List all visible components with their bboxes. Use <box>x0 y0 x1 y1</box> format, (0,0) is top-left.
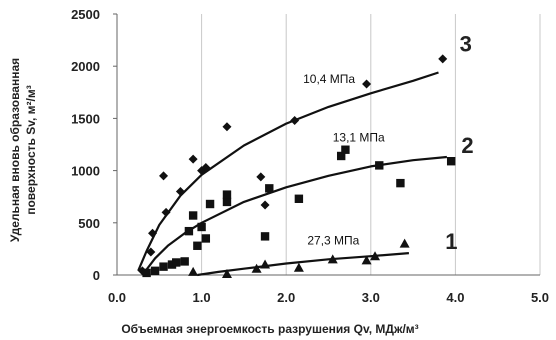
point-diamond-3-12 <box>290 115 300 125</box>
point-triangle-1-0 <box>188 266 199 276</box>
y-axis-label-line-2: поверхность Sv, м²/м³ <box>24 85 38 215</box>
y-tick-label-1: 500 <box>78 216 100 231</box>
y-tick-label-5: 2500 <box>71 7 100 22</box>
x-tick-label-5: 5.0 <box>531 290 549 305</box>
point-square-2-8 <box>193 241 202 250</box>
point-diamond-3-11 <box>260 200 270 210</box>
annotation-curve-2: 13,1 МПа <box>333 130 385 144</box>
point-diamond-3-3 <box>159 171 169 181</box>
point-square-2-17 <box>336 151 346 161</box>
point-square-2-14 <box>260 232 270 241</box>
curve-label-3: 3 <box>460 32 472 57</box>
point-diamond-3-8 <box>201 162 211 172</box>
point-square-2-6 <box>184 226 194 236</box>
annotation-curve-3: 10,4 МПа <box>303 72 355 86</box>
point-square-2-21 <box>446 157 456 166</box>
point-triangle-1-8 <box>399 238 410 248</box>
point-square-2-13 <box>222 190 232 199</box>
point-square-2-4 <box>172 258 181 267</box>
y-axis-label-line-1: Удельная вновь образованная <box>8 58 22 242</box>
fit-curve-1 <box>197 252 409 277</box>
x-axis-label: Объемная энергоемкость разрушения Qv, МД… <box>121 322 418 336</box>
point-triangle-1-6 <box>361 255 372 265</box>
point-diamond-3-2 <box>148 228 158 238</box>
point-square-2-10 <box>201 234 211 243</box>
point-diamond-3-4 <box>161 207 171 217</box>
point-diamond-3-10 <box>256 172 266 182</box>
point-triangle-1-5 <box>327 254 338 264</box>
point-square-2-18 <box>341 145 350 154</box>
point-triangle-1-4 <box>293 262 304 272</box>
y-tick-label-2: 1000 <box>71 164 100 179</box>
point-diamond-3-13 <box>362 79 372 89</box>
point-square-2-19 <box>375 161 384 170</box>
fit-curve-2 <box>141 155 448 276</box>
point-square-2-1 <box>150 266 160 276</box>
point-square-2-3 <box>167 260 177 269</box>
point-triangle-1-3 <box>260 259 271 269</box>
curve-label-1: 1 <box>445 229 457 254</box>
y-tick-label-4: 2000 <box>71 59 100 74</box>
axes <box>113 13 540 276</box>
y-tick-label-0: 0 <box>93 268 100 283</box>
point-square-2-11 <box>205 199 215 209</box>
point-square-2-2 <box>159 262 168 271</box>
point-diamond-3-14 <box>438 54 448 64</box>
annotation-curve-1: 27,3 МПа <box>307 234 359 248</box>
point-square-2-20 <box>396 178 405 188</box>
point-diamond-3-9 <box>222 122 232 132</box>
point-square-2-7 <box>188 211 198 220</box>
point-square-2-16 <box>294 194 304 203</box>
point-triangle-1-2 <box>251 263 262 273</box>
x-tick-label-4: 4.0 <box>446 290 464 305</box>
fit-curve-3 <box>137 71 439 272</box>
point-diamond-3-6 <box>188 154 198 164</box>
grid <box>201 14 541 275</box>
y-tick-label-3: 1500 <box>71 111 100 126</box>
y-axis-label: Удельная вновь образованная поверхность … <box>8 58 38 242</box>
point-square-2-12 <box>222 197 232 207</box>
point-diamond-3-1 <box>146 247 156 257</box>
point-square-2-5 <box>180 257 189 266</box>
fit-curves <box>137 71 448 277</box>
point-triangle-1-7 <box>370 251 381 261</box>
point-square-2-9 <box>197 222 206 232</box>
point-triangle-1-1 <box>221 268 232 278</box>
point-square-2-15 <box>265 184 274 193</box>
point-square-2-0 <box>142 268 151 278</box>
x-tick-label-2: 2.0 <box>277 290 295 305</box>
x-tick-label-1: 1.0 <box>193 290 211 305</box>
x-tick-label-3: 3.0 <box>362 290 380 305</box>
curve-label-2: 2 <box>461 133 473 158</box>
x-tick-label-0: 0.0 <box>108 290 126 305</box>
point-diamond-3-5 <box>175 186 185 196</box>
data-points <box>137 54 456 278</box>
tick-labels: 0.0 1.0 2.0 3.0 4.0 5.0 0 500 1000 1500 2000 2500 <box>71 7 549 305</box>
